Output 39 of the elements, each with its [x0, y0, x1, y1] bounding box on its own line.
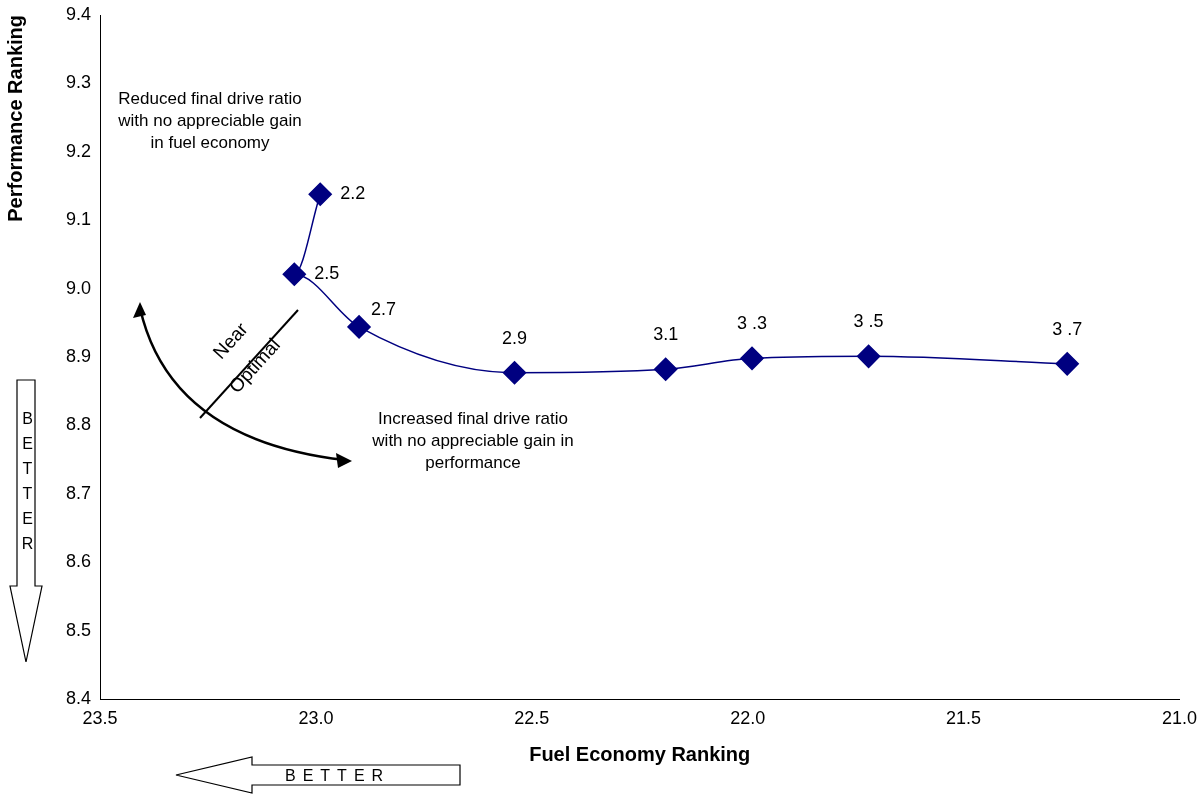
y-tick-label: 9.0 — [65, 277, 91, 298]
x-tick-label: 23.5 — [82, 707, 118, 728]
y-tick-label: 8.4 — [65, 687, 91, 708]
annotation: 3 .3 — [736, 313, 768, 334]
y-tick-label: 9.2 — [65, 140, 91, 161]
annotation: 2.7 — [371, 298, 397, 319]
x-tick-label: 21.0 — [1161, 707, 1198, 728]
point — [856, 344, 881, 369]
text: BETTER — [285, 766, 391, 786]
point — [282, 262, 307, 286]
x-tick-label: 23.0 — [298, 707, 334, 728]
y-tick-label: 9.4 — [65, 3, 91, 24]
x-tick-label: 22.5 — [514, 707, 550, 728]
text: BETTER — [18, 410, 37, 560]
y-tick-label: 9.3 — [65, 72, 91, 93]
annotation: Increased final drive ratio with no appreciable gain in performance — [371, 408, 575, 474]
y-tick-label: 8.5 — [65, 619, 91, 640]
point — [308, 182, 332, 206]
x-tick-label: 22.0 — [730, 707, 766, 728]
y-tick-label: 9.1 — [65, 209, 91, 230]
x-tick-label: 21.5 — [946, 707, 982, 728]
y-tick-label: 8.7 — [65, 482, 91, 503]
point — [740, 346, 764, 371]
y-axis-title: Performance Ranking — [3, 15, 26, 222]
annotation: 3 .7 — [1052, 318, 1083, 339]
annotation: 2.2 — [340, 183, 366, 204]
annotation: 2.9 — [502, 327, 528, 348]
point — [502, 360, 527, 385]
y-tick-label: 8.8 — [65, 414, 91, 435]
annotation: Reduced final drive ratio with no appreciable gain in fuel economy — [117, 88, 303, 154]
point — [653, 357, 678, 382]
point — [347, 315, 371, 339]
x-axis-title: Fuel Economy Ranking — [529, 742, 751, 765]
y-tick-label: 8.6 — [65, 551, 91, 572]
y-tick-label: 8.9 — [65, 345, 91, 366]
point — [1055, 352, 1079, 376]
annotation: 3.1 — [653, 324, 679, 345]
annotation: 2.5 — [314, 263, 340, 284]
annotation: 3 .5 — [853, 311, 884, 332]
